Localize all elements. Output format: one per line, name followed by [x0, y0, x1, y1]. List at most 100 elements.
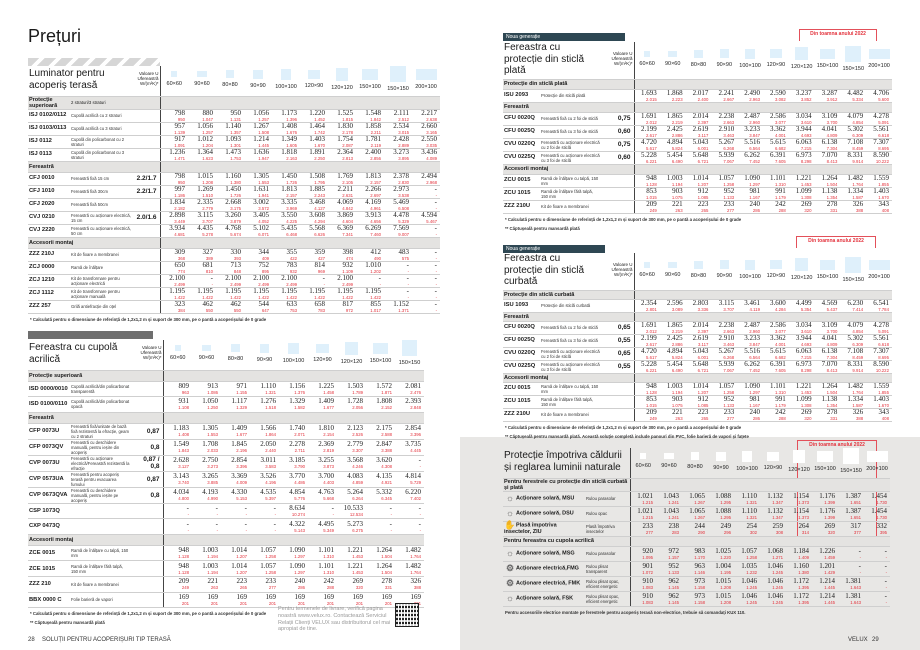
price: 1.329 — [289, 397, 305, 406]
qr-code[interactable] — [395, 603, 419, 627]
price-with-vat: 1.471 — [174, 155, 185, 161]
price-with-vat: 1.789 — [352, 389, 363, 395]
price: 1.450 — [281, 171, 297, 180]
price-with-vat: 2.968 — [426, 179, 437, 185]
price-with-vat: 1.445 — [824, 599, 835, 605]
price-with-vat: 2.499 — [174, 281, 185, 287]
left-page: Prețuri Luminator pentru acoperiș terasă… — [28, 26, 440, 643]
product-code: CFU 0020Q — [503, 112, 540, 126]
price: 950 — [230, 108, 242, 117]
price-cell: 3.109 3.700 — [814, 112, 841, 126]
price: - — [406, 286, 409, 295]
u-value: 0,87 / 0,8 — [132, 455, 164, 472]
price: 6.369 — [337, 223, 353, 232]
price: 2.854 — [405, 424, 421, 433]
price: 1.349 — [281, 134, 297, 143]
footnote: * Calculată pentru o dimensiune de refer… — [30, 611, 267, 617]
price-cell: 809 963 — [163, 381, 192, 398]
price-with-vat: 1.158 — [694, 599, 705, 605]
price-with-vat: 1.091 — [174, 142, 185, 148]
price-with-vat: 4.854 — [852, 119, 864, 125]
price-cell: 2.590 3.082 — [762, 89, 789, 103]
price-with-vat: 1.194 — [671, 389, 683, 395]
price: 3.436 — [421, 147, 437, 156]
badge-autumn-2022: Din toamna anului 2022 — [796, 236, 876, 248]
price-cell: 1.813 2.157 — [272, 185, 300, 199]
price-cell: 323 384 — [160, 299, 188, 314]
price-cell: 5.264 6.264 — [337, 487, 366, 504]
price-cell: 278 331 — [814, 407, 841, 422]
price: 2.487 — [744, 111, 760, 120]
price-with-vat: 7.460 — [370, 231, 381, 237]
price: 2.628 — [173, 456, 189, 465]
price: 5.469 — [393, 197, 409, 206]
price-cell: 1.349 1.605 — [272, 134, 300, 149]
price-with-vat: 4.656 — [370, 218, 381, 224]
price-cell: 4.169 4.961 — [356, 198, 384, 212]
price-cell: 4.322 5.143 — [279, 518, 308, 535]
price-cell: 4.720 5.617 — [634, 138, 660, 152]
price-with-vat: 1.131 — [230, 116, 241, 122]
price-with-vat: - — [274, 511, 276, 517]
price: 1.065 — [689, 506, 705, 515]
price-with-vat: 1.587 — [852, 194, 864, 200]
price: 323 — [174, 299, 186, 308]
u-value: 0,87 — [132, 471, 164, 488]
price-cell: 1.093 1.301 — [216, 135, 244, 149]
price-cell: 912 1.085 — [685, 187, 712, 201]
price-with-vat: 1.321 — [265, 389, 276, 395]
price: 2.100 — [281, 273, 297, 282]
price-with-vat: - — [390, 511, 392, 517]
size-header: 120×90 — [304, 82, 324, 89]
price: 2.369 — [318, 440, 334, 449]
price-cell: 4.193 4.990 — [192, 487, 221, 504]
section-row: Protecție superioară — [28, 370, 424, 382]
price-cell: 1.548 1.842 — [356, 109, 384, 123]
price-cell: 1.221 1.453 — [788, 382, 815, 396]
price-with-vat: 3.790 — [294, 464, 305, 470]
price-with-vat: 1.258 — [265, 554, 276, 560]
price-cell: 950 1.131 — [216, 108, 244, 123]
price-with-vat: 2.830 — [398, 179, 409, 185]
price-cell: 223 265 — [221, 576, 250, 593]
price-cell: 1.046 1.245 — [760, 561, 786, 577]
price: 952 — [723, 394, 735, 403]
price: 855 — [370, 299, 382, 308]
price: 5.302 — [847, 333, 864, 342]
price-cell: 1.267 1.508 — [244, 122, 272, 136]
price: 278 — [826, 407, 838, 416]
price-with-vat: 1.257 — [258, 116, 269, 122]
price-cell: 2.199 2.617 — [634, 125, 660, 139]
price-with-vat: - — [216, 511, 218, 517]
price-cell: 1.154 1.373 — [786, 491, 812, 507]
price: 5.939 — [718, 150, 735, 159]
price-with-vat: 283 — [671, 529, 679, 535]
price-with-vat: 2.211 — [370, 129, 381, 135]
price-cell: 997 1.186 — [160, 185, 188, 199]
price-cell: 1.138 1.354 — [814, 395, 841, 409]
price-cell: 332 395 — [864, 521, 890, 537]
price: 3.526 — [260, 472, 276, 481]
price-with-vat: 320 — [355, 585, 363, 591]
product-description: Rulou plisat transparent — [585, 561, 631, 577]
price-with-vat: 201 — [297, 600, 305, 606]
price: 1.099 — [795, 394, 812, 403]
size-header: 90×90 — [716, 273, 733, 280]
table-title: Luminator pentru acoperiș terasă — [29, 68, 105, 91]
price-cell: 5.648 6.721 — [685, 151, 712, 165]
price: - — [378, 273, 381, 282]
size-thumbnail — [372, 343, 389, 354]
price-cell: -- — [366, 503, 395, 520]
price-cell: 2.393 2.848 — [395, 396, 424, 413]
price-cell: 3.369 4.009 — [221, 471, 250, 488]
price-cell: 4.069 4.842 — [328, 198, 356, 212]
price: 2.596 — [666, 298, 683, 307]
price-with-vat: 1.015 — [646, 402, 657, 408]
price-cell: 2.425 2.886 — [659, 125, 686, 139]
price-cell: 681 810 — [188, 261, 216, 275]
price-with-vat: 2.697 — [370, 192, 381, 198]
size-thumbnail — [316, 343, 329, 353]
price-cell: 2.428 2.889 — [384, 135, 412, 149]
price-with-vat: 1.085 — [697, 194, 709, 200]
